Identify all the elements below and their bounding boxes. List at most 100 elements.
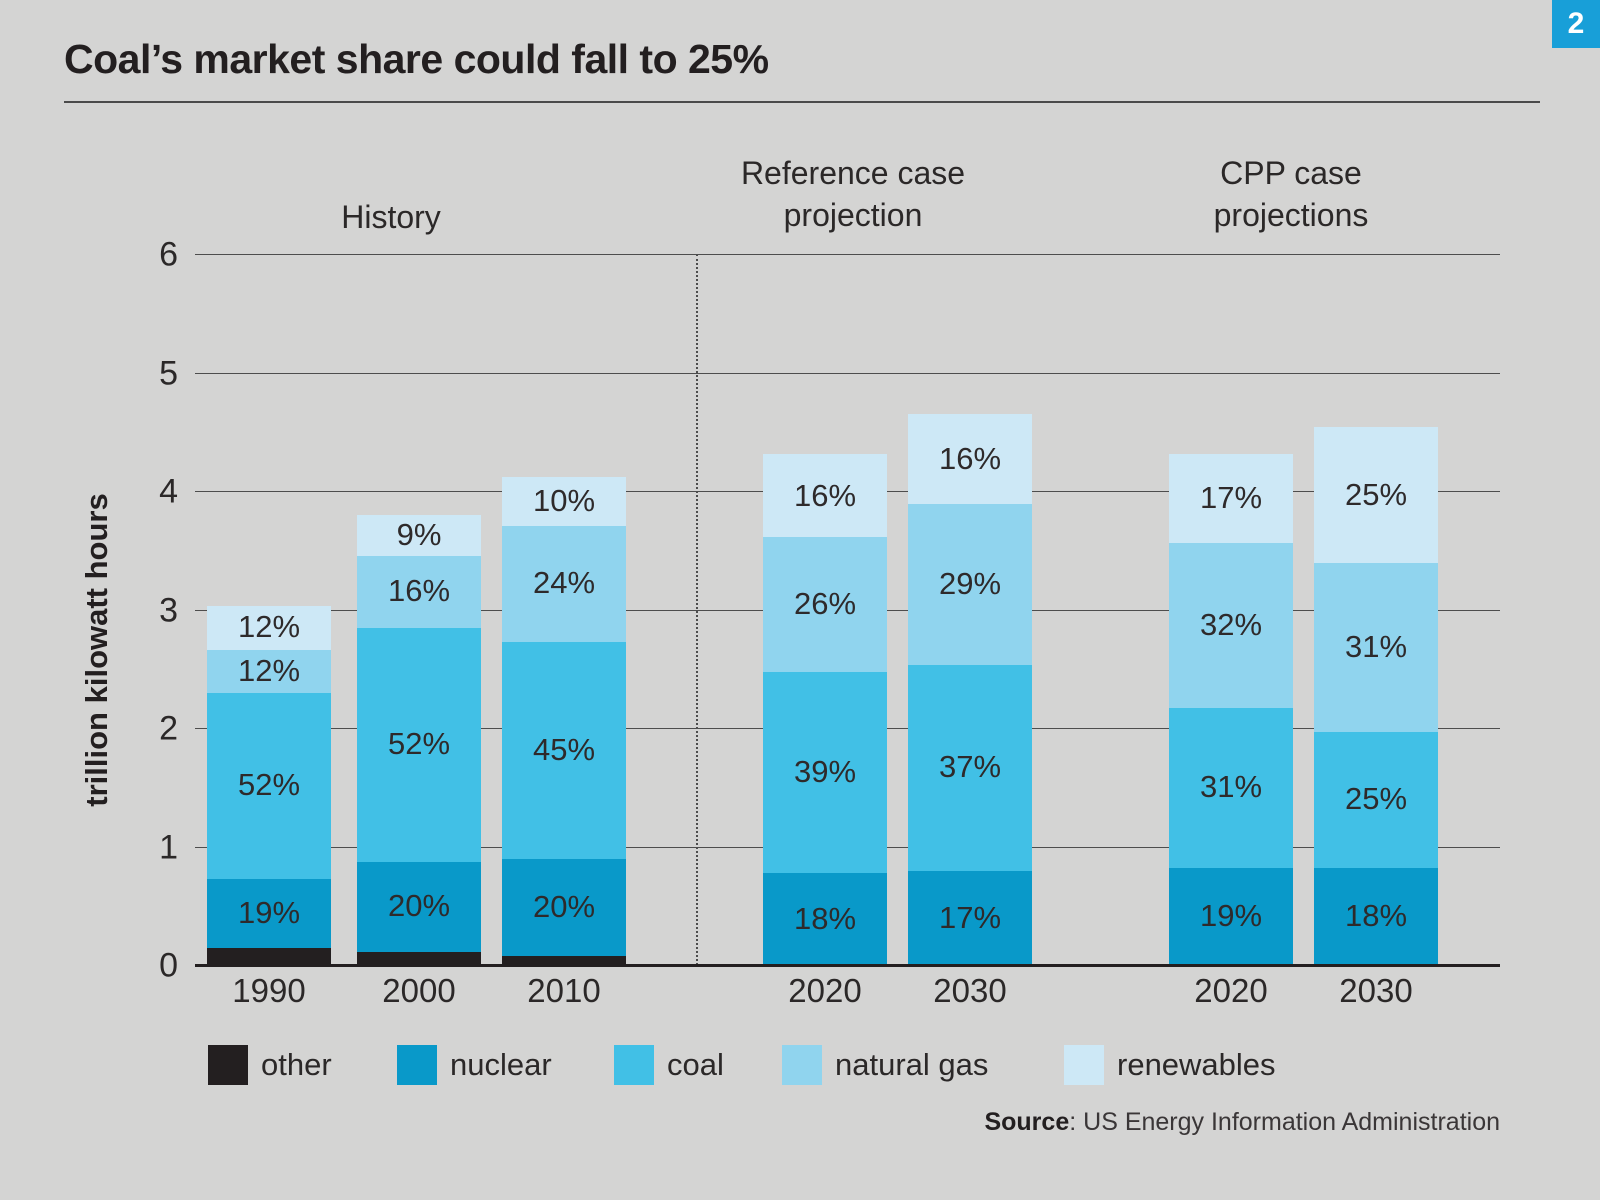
page-number-badge: 2 xyxy=(1552,0,1600,48)
percent-label: 25% xyxy=(1344,781,1408,817)
legend-item-coal: coal xyxy=(614,1045,724,1085)
percent-label: 10% xyxy=(532,482,596,518)
bar-segment-natural-gas xyxy=(357,555,481,628)
legend-item-natural-gas: natural gas xyxy=(782,1045,988,1085)
legend-item-renewables: renewables xyxy=(1064,1045,1276,1085)
bar-segment-other xyxy=(502,955,626,966)
bar-segment-renewables xyxy=(1314,427,1438,564)
percent-label: 39% xyxy=(793,753,857,789)
bar-segment-nuclear xyxy=(502,858,626,956)
bar-segment-nuclear xyxy=(1169,866,1293,966)
bar-segment-coal xyxy=(357,627,481,863)
x-tick-label: 2030 xyxy=(933,972,1007,1009)
percent-label: 18% xyxy=(793,900,857,936)
source-label: Source xyxy=(984,1108,1070,1136)
source-separator: : xyxy=(1069,1108,1084,1136)
y-tick-label: 2 xyxy=(159,709,178,748)
source-text: US Energy Information Administration xyxy=(1083,1108,1500,1136)
percent-label: 19% xyxy=(237,894,301,930)
percent-label: 12% xyxy=(237,609,301,645)
history-projection-divider xyxy=(696,254,698,965)
percent-label: 37% xyxy=(938,749,1002,785)
percent-label: 20% xyxy=(532,888,596,924)
percent-label: 31% xyxy=(1199,769,1263,805)
bar-segment-coal xyxy=(1314,731,1438,868)
legend-swatch xyxy=(1064,1045,1104,1085)
x-tick-label: 2030 xyxy=(1339,972,1413,1009)
percent-label: 52% xyxy=(387,726,451,762)
bar-segment-natural-gas xyxy=(502,525,626,642)
percent-label: 45% xyxy=(532,731,596,767)
bar-segment-coal xyxy=(207,692,331,880)
legend-swatch xyxy=(614,1045,654,1085)
y-tick-label: 3 xyxy=(159,591,178,630)
x-tick-label: 2000 xyxy=(382,972,456,1009)
bar-segment-natural-gas xyxy=(207,649,331,693)
bar-segment-other xyxy=(357,951,481,966)
y-tick-label: 0 xyxy=(159,946,178,985)
percent-label: 19% xyxy=(1199,897,1263,933)
percent-label: 26% xyxy=(793,585,857,621)
bar-segment-renewables xyxy=(1169,454,1293,543)
bar-segment-nuclear xyxy=(207,878,331,948)
legend-label: coal xyxy=(667,1047,724,1082)
legend-label: other xyxy=(261,1047,332,1082)
source-note: Source: US Energy Information Administra… xyxy=(984,1108,1500,1137)
bar-segment-renewables xyxy=(502,476,626,526)
bar-segment-nuclear xyxy=(357,861,481,953)
legend-label: nuclear xyxy=(450,1047,552,1082)
legend-swatch xyxy=(397,1045,437,1085)
y-tick-label: 1 xyxy=(159,828,178,867)
percent-label: 16% xyxy=(938,440,1002,476)
title-rule xyxy=(64,101,1540,103)
bar-segment-coal xyxy=(908,664,1032,871)
percent-label: 16% xyxy=(387,573,451,609)
percent-label: 25% xyxy=(1344,476,1408,512)
percent-label: 16% xyxy=(793,477,857,513)
x-tick-label: 2010 xyxy=(527,972,601,1009)
x-tick-label: 1990 xyxy=(232,972,306,1009)
chart-title: Coal’s market share could fall to 25% xyxy=(64,36,769,82)
bar-segment-natural-gas xyxy=(908,503,1032,666)
y-tick-label: 6 xyxy=(159,235,178,274)
bar-segment-coal xyxy=(1169,707,1293,868)
legend-label: natural gas xyxy=(835,1047,989,1082)
x-axis-baseline xyxy=(195,964,1500,967)
bar-segment-natural-gas xyxy=(763,536,887,672)
bar-segment-renewables xyxy=(908,413,1032,504)
bar-segment-renewables xyxy=(763,454,887,538)
percent-label: 20% xyxy=(387,888,451,924)
bar-segment-renewables xyxy=(357,514,481,556)
y-axis-title-text: trillion kilowatt hours xyxy=(79,493,114,807)
bar-segment-other xyxy=(207,947,331,966)
gridline-y6 xyxy=(195,254,1500,255)
legend-item-nuclear: nuclear xyxy=(397,1045,552,1085)
x-tick-label: 2020 xyxy=(1194,972,1268,1009)
group-header: CPP case projections xyxy=(1213,155,1369,234)
percent-label: 32% xyxy=(1199,606,1263,642)
legend-item-other: other xyxy=(208,1045,332,1085)
percent-label: 31% xyxy=(1344,629,1408,665)
gridline-y5 xyxy=(195,373,1500,374)
bar-segment-natural-gas xyxy=(1169,541,1293,708)
bar-segment-coal xyxy=(763,670,887,873)
x-tick-label: 2020 xyxy=(788,972,862,1009)
bar-segment-nuclear xyxy=(763,872,887,966)
legend-swatch xyxy=(208,1045,248,1085)
percent-label: 12% xyxy=(237,652,301,688)
percent-label: 29% xyxy=(938,565,1002,601)
percent-label: 18% xyxy=(1344,898,1408,934)
bar-segment-natural-gas xyxy=(1314,562,1438,732)
percent-label: 52% xyxy=(237,767,301,803)
group-header: History xyxy=(341,199,441,235)
bar-segment-renewables xyxy=(207,605,331,650)
legend-label: renewables xyxy=(1117,1047,1276,1082)
group-header: Reference case projection xyxy=(740,155,966,234)
percent-label: 17% xyxy=(1199,480,1263,516)
bar-segment-nuclear xyxy=(1314,867,1438,966)
bar-segment-coal xyxy=(502,641,626,860)
percent-label: 9% xyxy=(396,516,442,552)
percent-label: 17% xyxy=(938,899,1002,935)
percent-label: 24% xyxy=(532,565,596,601)
